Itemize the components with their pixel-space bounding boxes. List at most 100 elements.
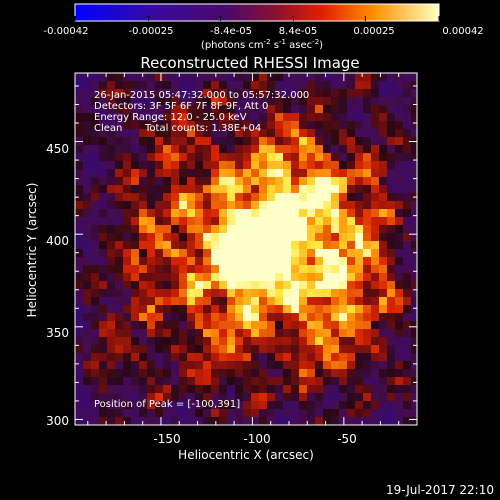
heatmap-cell — [171, 337, 180, 346]
heatmap-cell — [411, 385, 417, 394]
heatmap-cell — [131, 281, 140, 290]
heatmap-cell — [339, 97, 348, 106]
heatmap-cell — [179, 225, 188, 234]
heatmap-cell — [91, 361, 100, 370]
heatmap-cell — [163, 409, 172, 418]
heatmap-cell — [83, 329, 92, 338]
heatmap-cell — [83, 257, 92, 266]
heatmap-cell — [307, 233, 316, 242]
heatmap-cell — [283, 217, 292, 226]
heatmap-cell — [91, 409, 100, 418]
heatmap-cell — [235, 329, 244, 338]
heatmap-cell — [363, 225, 372, 234]
heatmap-cell — [147, 193, 156, 202]
heatmap-cell — [235, 121, 244, 130]
heatmap-cell — [155, 145, 164, 154]
heatmap-cell — [195, 129, 204, 138]
heatmap-cell — [355, 249, 364, 258]
heatmap-cell — [331, 185, 340, 194]
heatmap-cell — [291, 401, 300, 410]
heatmap-cell — [355, 113, 364, 122]
heatmap-cell — [315, 401, 324, 410]
heatmap-cell — [211, 161, 220, 170]
heatmap-cell — [299, 89, 308, 98]
heatmap-cell — [363, 281, 372, 290]
heatmap-cell — [139, 393, 148, 402]
heatmap-cell — [243, 113, 252, 122]
info-method: Clean — [94, 123, 122, 134]
heatmap-cell — [235, 273, 244, 282]
heatmap-cell — [115, 121, 124, 130]
heatmap-cell — [171, 225, 180, 234]
heatmap-cell — [203, 233, 212, 242]
heatmap-cell — [147, 265, 156, 274]
heatmap-cell — [307, 305, 316, 314]
heatmap-cell — [187, 345, 196, 354]
heatmap-cell — [331, 201, 340, 210]
heatmap-cell — [395, 177, 404, 186]
heatmap-cell — [347, 409, 356, 418]
heatmap-cell — [187, 337, 196, 346]
heatmap-cell — [211, 385, 220, 394]
heatmap-cell — [83, 185, 92, 194]
heatmap-cell — [395, 249, 404, 258]
heatmap-cell — [283, 169, 292, 178]
heatmap-cell — [163, 105, 172, 114]
heatmap-cell — [243, 305, 252, 314]
heatmap-cell — [299, 417, 308, 425]
heatmap-cell — [371, 137, 380, 146]
heatmap-cell — [211, 137, 220, 146]
heatmap-cell — [211, 273, 220, 282]
heatmap-cell — [155, 417, 164, 425]
heatmap-cell — [83, 417, 92, 425]
heatmap-cell — [75, 401, 84, 410]
heatmap-cell — [387, 217, 396, 226]
heatmap-cell — [259, 321, 268, 330]
heatmap-cell — [187, 169, 196, 178]
heatmap-cell — [107, 305, 116, 314]
heatmap-cell — [371, 337, 380, 346]
heatmap-cell — [139, 281, 148, 290]
heatmap-cell — [267, 153, 276, 162]
heatmap-cell — [115, 321, 124, 330]
heatmap-cell — [75, 201, 84, 210]
heatmap-cell — [363, 153, 372, 162]
heatmap-cell — [227, 417, 236, 425]
heatmap-cell — [259, 225, 268, 234]
heatmap-cell — [187, 121, 196, 130]
heatmap-cell — [331, 145, 340, 154]
heatmap-cell — [291, 169, 300, 178]
heatmap-cell — [267, 169, 276, 178]
heatmap-cell — [355, 105, 364, 114]
heatmap-cell — [219, 169, 228, 178]
heatmap-cell — [363, 377, 372, 386]
heatmap-cell — [291, 241, 300, 250]
heatmap-cell — [147, 73, 156, 82]
x-tick-label-1: -100 — [243, 432, 270, 446]
heatmap-cell — [195, 73, 204, 82]
heatmap-cell — [243, 353, 252, 362]
heatmap-cell — [179, 329, 188, 338]
heatmap-cell — [91, 257, 100, 266]
heatmap-cell — [371, 161, 380, 170]
heatmap-cell — [227, 161, 236, 170]
heatmap-cell — [379, 361, 388, 370]
heatmap-cell — [323, 281, 332, 290]
heatmap-cell — [195, 97, 204, 106]
heatmap-cell — [75, 337, 84, 346]
heatmap-cell — [355, 281, 364, 290]
heatmap-cell — [83, 225, 92, 234]
heatmap-cell — [123, 233, 132, 242]
heatmap-cell — [99, 241, 108, 250]
heatmap-cell — [315, 121, 324, 130]
heatmap-cell — [235, 161, 244, 170]
heatmap-cell — [411, 233, 417, 242]
heatmap-cell — [195, 281, 204, 290]
heatmap-cell — [243, 153, 252, 162]
heatmap-cell — [291, 417, 300, 425]
heatmap-cell — [371, 201, 380, 210]
heatmap-cell — [211, 265, 220, 274]
heatmap-cell — [371, 345, 380, 354]
heatmap-cell — [315, 361, 324, 370]
